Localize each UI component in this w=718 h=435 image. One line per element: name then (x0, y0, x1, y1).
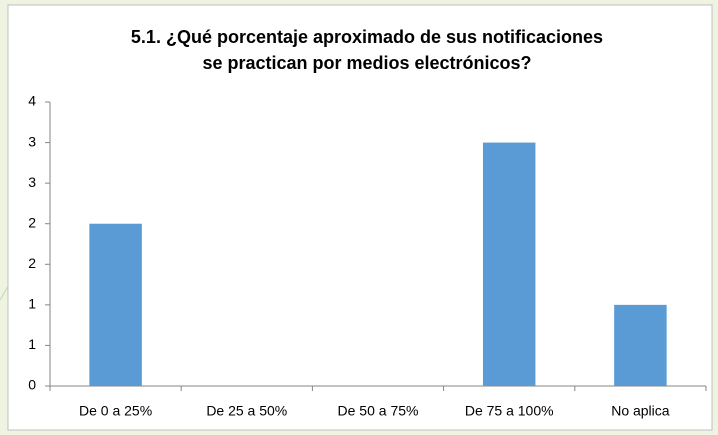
chart-title: 5.1. ¿Qué porcentaje aproximado de sus n… (131, 27, 603, 47)
y-tick-label: 4 (28, 93, 36, 109)
y-tick-label: 2 (28, 255, 36, 271)
bar (614, 304, 667, 386)
x-tick-label: De 0 a 25% (79, 403, 152, 419)
y-tick-label: 1 (28, 296, 36, 312)
bar (482, 142, 536, 386)
y-tick-label: 2 (28, 214, 36, 230)
y-tick-label: 0 (28, 377, 36, 393)
chart-title: se practican por medios electrónicos? (202, 53, 531, 73)
x-tick-label: De 50 a 75% (338, 403, 419, 419)
bar (89, 223, 142, 386)
y-tick-label: 3 (28, 174, 36, 190)
y-tick-label: 1 (28, 336, 36, 352)
x-tick-label: No aplica (611, 403, 670, 419)
y-tick-label: 3 (28, 133, 36, 149)
x-tick-label: De 75 a 100% (465, 403, 554, 419)
x-tick-label: De 25 a 50% (206, 403, 287, 419)
